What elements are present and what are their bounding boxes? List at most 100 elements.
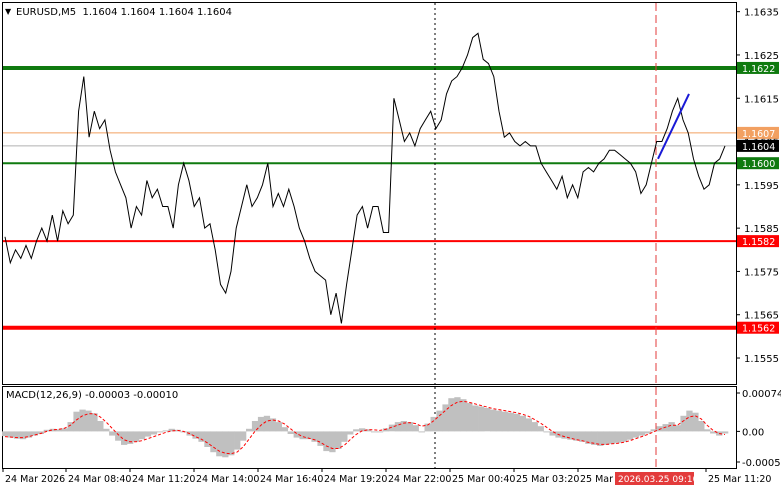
- level-price-tag: [737, 61, 779, 74]
- macd-bar: [347, 431, 354, 435]
- macd-bar: [251, 421, 259, 432]
- price-axis: 1.16351.16251.16151.16051.15951.15851.15…: [736, 8, 779, 365]
- time-tick-label: 25 Mar 00:40: [452, 474, 515, 485]
- macd-bar: [644, 431, 651, 434]
- macd-bar: [269, 418, 277, 432]
- macd-tick-label: 0.00074: [742, 389, 781, 400]
- macd-panel-frame: [2, 386, 737, 469]
- macd-bar: [365, 429, 372, 432]
- level-price-label: 1.1607: [742, 129, 775, 140]
- macd-bar: [620, 431, 628, 442]
- price-tick-label: 1.1635: [744, 8, 779, 19]
- trend-line[interactable]: [657, 93, 690, 160]
- macd-bar: [240, 431, 247, 441]
- macd-bar: [519, 415, 526, 432]
- macd-bar: [603, 431, 610, 445]
- macd-bar: [454, 397, 461, 432]
- macd-bar: [127, 431, 134, 444]
- macd-bar: [323, 431, 330, 452]
- macd-bar: [25, 431, 33, 438]
- macd-bar: [525, 418, 532, 432]
- macd-signal-line: [4, 400, 726, 455]
- macd-bar: [371, 431, 378, 433]
- level-price-tag: [737, 139, 779, 152]
- macd-bar: [150, 431, 158, 435]
- macd-bar: [537, 426, 544, 432]
- macd-tick-label: 0.00: [742, 427, 764, 438]
- price-tick-label: 1.1595: [744, 181, 779, 192]
- macd-bar: [19, 431, 27, 440]
- macd-bar: [287, 431, 294, 434]
- macd-bar: [228, 431, 235, 456]
- macd-bar: [109, 431, 116, 436]
- macd-bar: [2, 431, 9, 437]
- macd-bar: [460, 399, 467, 432]
- macd-bar: [168, 428, 175, 432]
- time-highlight-badge: [615, 472, 694, 485]
- macd-bar: [13, 431, 21, 439]
- macd-bar: [311, 431, 318, 442]
- macd-bar: [722, 431, 729, 434]
- macd-bar: [662, 424, 669, 432]
- macd-header: MACD(12,26,9) -0.00003 -0.00010: [6, 390, 178, 401]
- macd-bar: [263, 415, 271, 432]
- macd-bar: [710, 431, 717, 434]
- price-tick-label: 1.1585: [744, 224, 779, 235]
- price-levels: 1.1622 1.1607 1.1604 1.1600 1.1582 1.1562: [3, 61, 779, 335]
- macd-bar: [692, 412, 699, 432]
- macd-bar: [121, 431, 128, 445]
- macd-bar: [281, 427, 288, 432]
- macd-bar: [466, 402, 473, 432]
- macd-bar: [67, 422, 74, 432]
- macd-bar: [561, 431, 568, 439]
- macd-bar: [329, 431, 336, 453]
- macd-bar: [424, 423, 431, 432]
- macd-bar: [335, 431, 342, 449]
- macd-bar: [698, 421, 705, 432]
- trend-layer[interactable]: [657, 93, 690, 160]
- macd-bar: [293, 431, 300, 438]
- macd-bar: [115, 431, 122, 441]
- macd-bar: [79, 409, 86, 432]
- level-price-tag: [737, 235, 779, 248]
- triangle-down-icon[interactable]: ▼: [5, 7, 12, 16]
- time-tick-label: 24 Mar 14:00: [196, 474, 259, 485]
- time-highlight-label: 2026.03.25 09:10: [618, 475, 699, 485]
- macd-bar: [650, 429, 657, 432]
- macd-bar: [85, 410, 92, 432]
- macd-bar: [490, 409, 497, 432]
- macd-bar: [436, 410, 443, 432]
- macd-bar: [49, 428, 56, 432]
- macd-bar: [210, 431, 217, 453]
- macd-bar: [246, 428, 253, 432]
- macd-bar: [680, 415, 687, 432]
- macd-bar: [162, 430, 169, 432]
- macd-bar: [614, 431, 622, 443]
- macd-bar: [388, 424, 396, 432]
- time-tick-label: 24 Mar 08:40: [68, 474, 131, 485]
- time-axis: 24 Mar 2026 24 Mar 08:40 24 Mar 11:20 24 Ma…: [2, 468, 771, 485]
- macd-bar: [549, 431, 556, 436]
- macd-bar: [704, 429, 711, 432]
- time-tick-label: 24 Mar 2026: [5, 474, 65, 485]
- macd-bar: [442, 404, 449, 432]
- macd-bar: [91, 413, 98, 432]
- time-tick-label: 25 Mar 03:20: [516, 474, 579, 485]
- macd-bar: [638, 431, 645, 436]
- macd-bar: [382, 428, 390, 432]
- macd-bar: [418, 431, 425, 433]
- price-series: [4, 32, 726, 324]
- level-price-label: 1.1604: [742, 142, 775, 153]
- macd-tick-label: -0.00059: [742, 458, 781, 469]
- macd-bar: [216, 431, 223, 457]
- macd-bar: [573, 431, 580, 441]
- time-tick-label: 24 Mar 22:00: [388, 474, 451, 485]
- macd-bar: [138, 431, 146, 440]
- macd-bar: [686, 410, 693, 432]
- macd-bar: [585, 431, 592, 444]
- macd-bar: [448, 398, 455, 432]
- macd-bar: [430, 416, 437, 432]
- macd-bar: [579, 431, 586, 442]
- level-price-label: 1.1562: [742, 324, 775, 335]
